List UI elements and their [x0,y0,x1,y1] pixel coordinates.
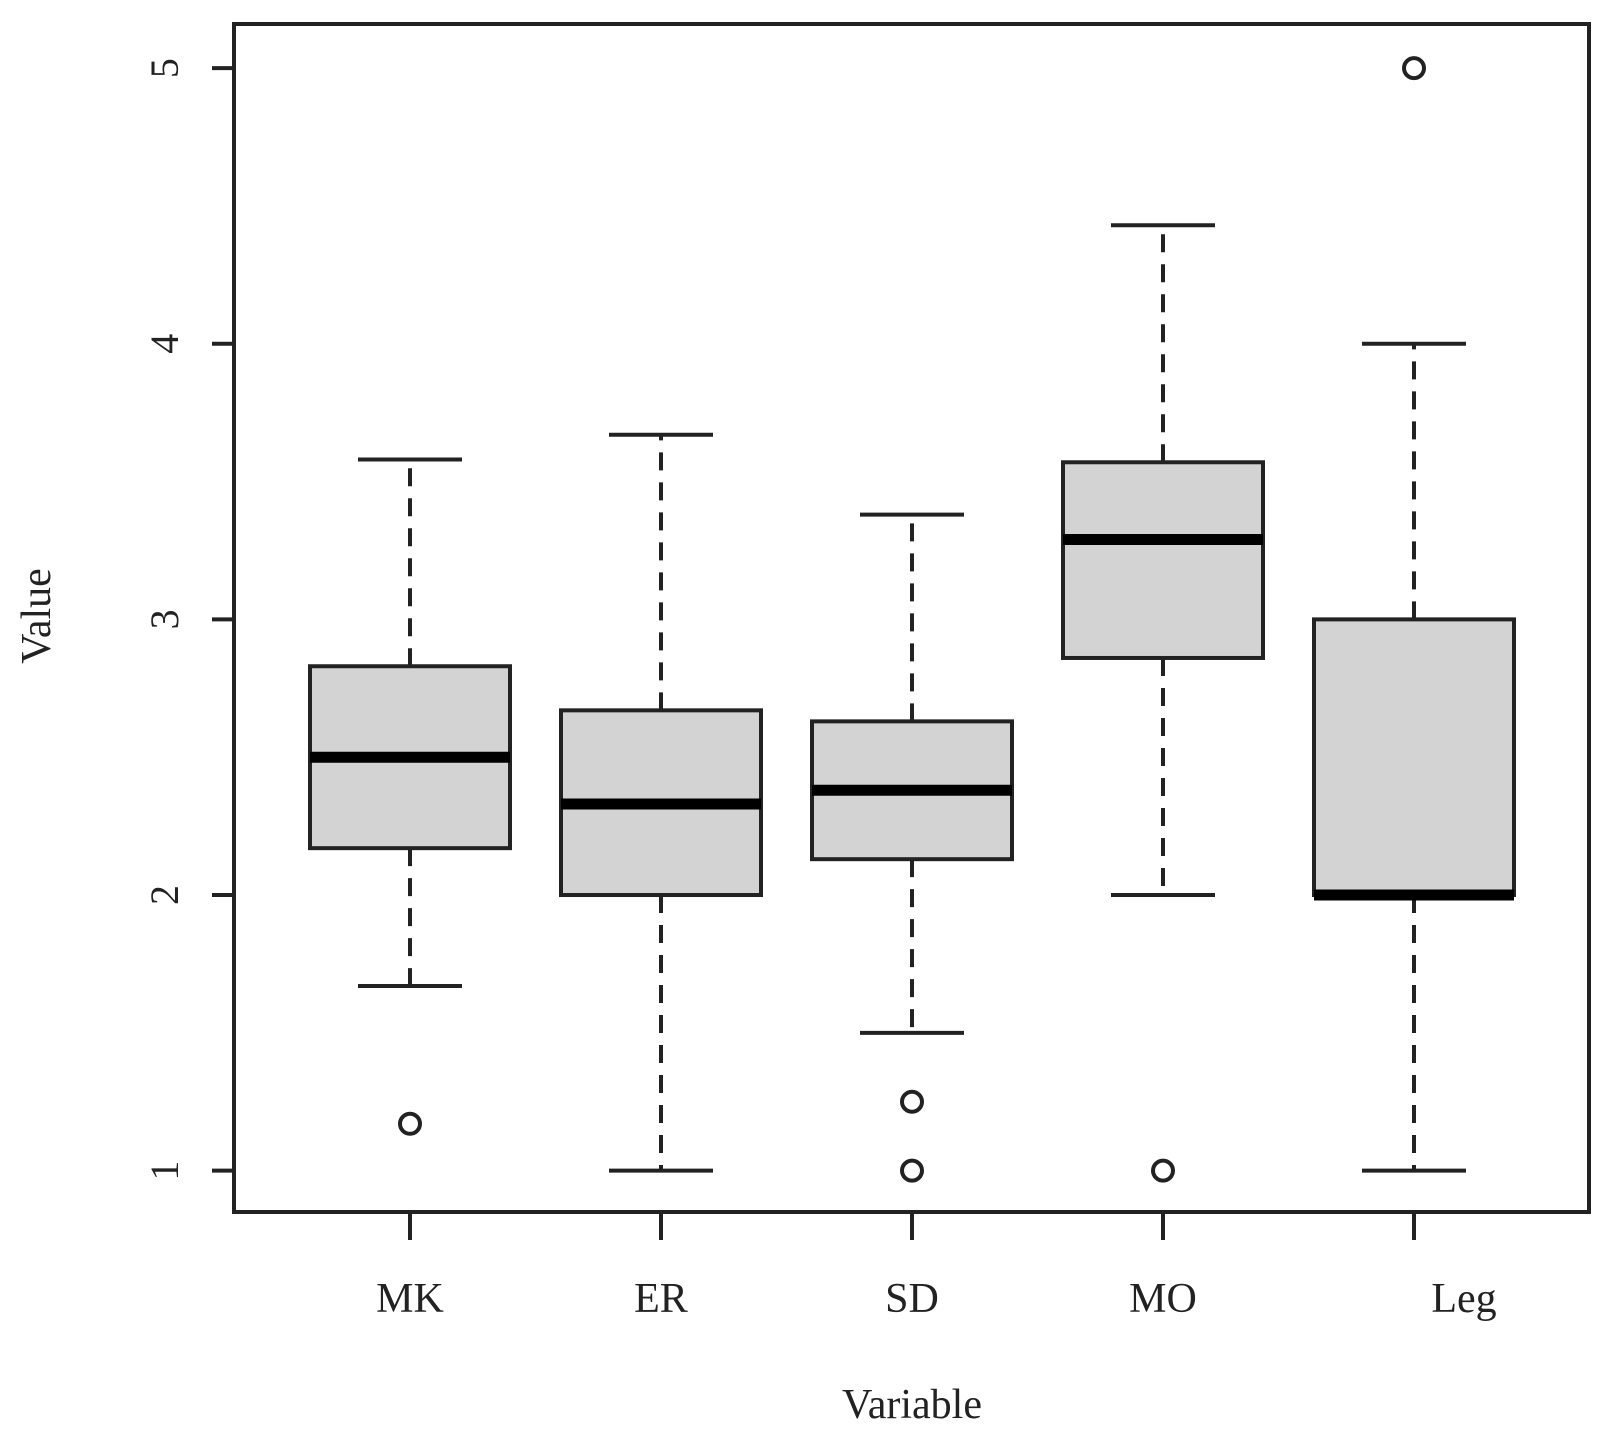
outlier-point [1151,1158,1175,1183]
x-tick-label: MK [376,1276,444,1322]
y-tick-label: 1 [142,1161,187,1181]
iqr-box [1312,617,1516,898]
x-tick-label: MO [1129,1276,1197,1322]
box-er [559,432,763,1173]
x-tick-label: ER [634,1276,688,1322]
box-leg [1312,56,1516,1173]
y-axis-title: Value [14,568,60,664]
y-tick-label: 2 [142,885,187,905]
outlier-point [900,1089,924,1114]
y-tick-label: 4 [142,334,187,354]
y-tick-label: 5 [142,58,187,78]
x-axis-title: Variable [842,1382,982,1428]
box-sd [810,512,1014,1183]
iqr-box [1061,460,1265,660]
x-tick-label: SD [885,1276,939,1322]
outlier-point [398,1111,422,1136]
box-series [308,56,1516,1183]
outlier-point [900,1158,924,1183]
box-mk [308,457,512,1136]
y-tick-label: 3 [142,609,187,629]
x-axis: MK ER SD MO Leg [376,1212,1497,1322]
box-mo [1061,223,1265,1183]
y-axis: 1 2 3 4 5 [142,58,234,1181]
x-tick-label: Leg [1431,1276,1496,1322]
outlier-point [1402,56,1426,81]
